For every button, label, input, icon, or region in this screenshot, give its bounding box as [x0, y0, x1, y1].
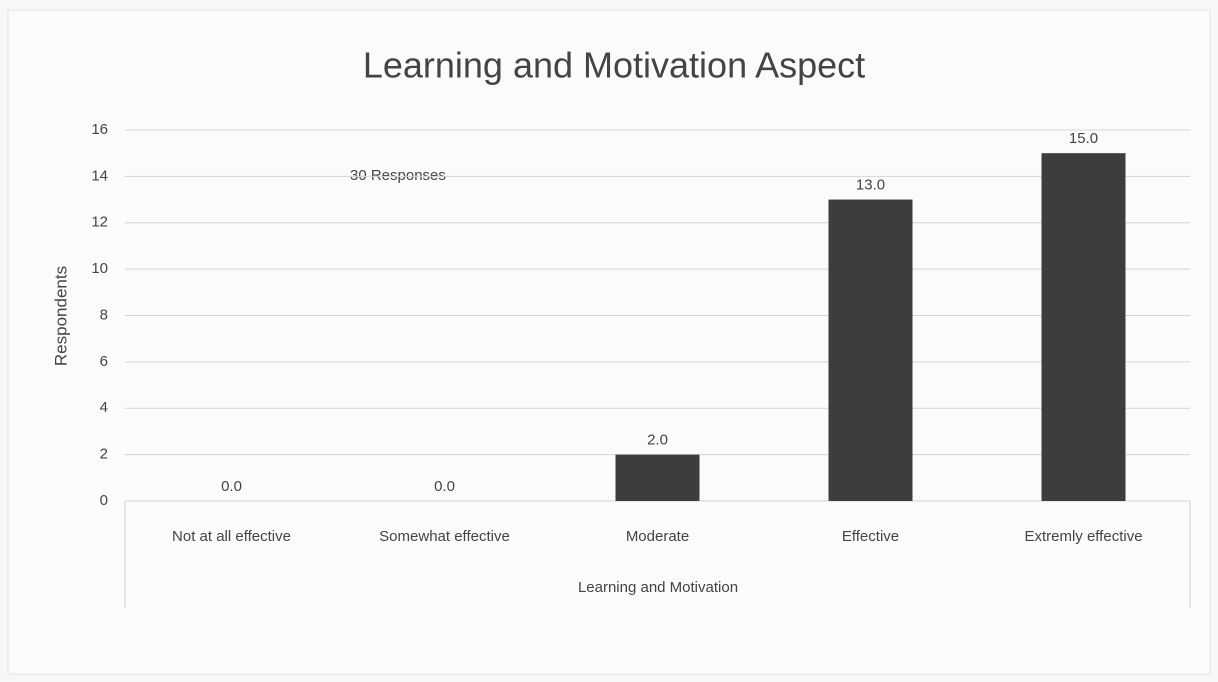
x-tick-label: Effective [842, 528, 899, 545]
data-label: 2.0 [647, 432, 668, 449]
y-tick-label: 10 [91, 260, 108, 277]
y-tick-label: 4 [100, 399, 108, 416]
chart-area [7, 9, 1211, 675]
x-tick-label: Not at all effective [172, 528, 291, 545]
bar [828, 199, 913, 501]
y-tick-label: 16 [91, 121, 108, 138]
data-label: 13.0 [856, 177, 885, 194]
x-tick-label: Moderate [626, 528, 689, 545]
y-tick-label: 14 [91, 167, 108, 184]
chart-title: Learning and Motivation Aspect [363, 45, 865, 86]
bar [615, 454, 700, 501]
y-tick-label: 2 [100, 446, 108, 463]
y-tick-label: 12 [91, 214, 108, 231]
annotation: 30 Responses [350, 167, 446, 184]
x-axis-title: Learning and Motivation [578, 579, 738, 596]
data-label: 15.0 [1069, 130, 1098, 147]
bar [1041, 153, 1126, 501]
y-tick-label: 8 [100, 306, 108, 323]
x-tick-label: Extremly effective [1024, 528, 1142, 545]
data-label: 0.0 [221, 478, 242, 495]
x-tick-label: Somewhat effective [379, 528, 510, 545]
data-label: 0.0 [434, 478, 455, 495]
y-axis-title: Respondents [51, 266, 70, 366]
y-tick-label: 0 [100, 492, 108, 509]
y-tick-label: 6 [100, 353, 108, 370]
